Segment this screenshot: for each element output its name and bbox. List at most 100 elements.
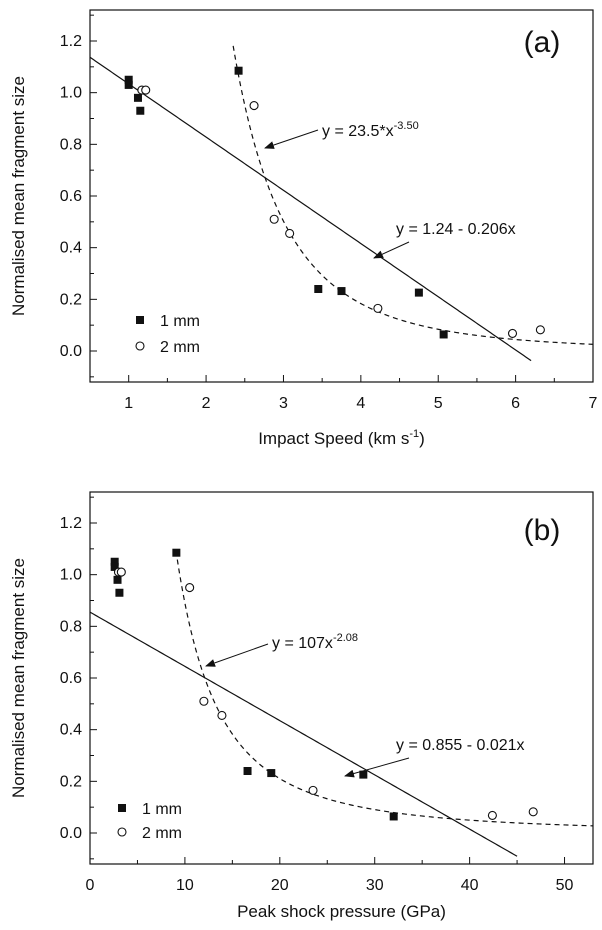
y-tick-label: 0.2 xyxy=(60,773,82,790)
panel-label: (b) xyxy=(524,514,561,547)
data-point-square xyxy=(414,288,423,297)
x-axis-label-text: Impact Speed (km s xyxy=(258,429,409,448)
x-axis-label: Impact Speed (km s-1) xyxy=(258,428,425,448)
data-point-square xyxy=(267,769,276,778)
x-tick-label: 5 xyxy=(434,395,443,412)
y-tick-label: 0.2 xyxy=(60,291,82,308)
data-point-circle xyxy=(535,325,545,335)
power-fit-curve xyxy=(232,45,593,345)
data-point-square xyxy=(243,767,252,775)
x-tick-label: 0 xyxy=(86,877,95,894)
y-tick-label: 1.2 xyxy=(60,33,82,50)
legend-square-marker xyxy=(136,316,144,324)
axis-ticks: 0 10 20 30 40 50 0.0 0.2 0.4 0.6 0.8 1.0 1.2 xyxy=(60,496,574,894)
data-point-circle xyxy=(487,810,497,820)
x-axis-label-superscript: -1 xyxy=(409,428,419,440)
x-tick-label: 20 xyxy=(271,877,289,894)
power-fit-label-base: y = 107x xyxy=(272,635,333,652)
marks-layer xyxy=(90,45,593,362)
y-tick-label: 0.0 xyxy=(60,825,82,842)
data-point-square xyxy=(172,548,181,557)
x-axis-label: Peak shock pressure (GPa) xyxy=(237,902,446,921)
data-point-square xyxy=(124,75,133,84)
data-point-square xyxy=(113,575,122,584)
y-tick-label: 0.4 xyxy=(60,722,82,739)
x-tick-label: 10 xyxy=(176,877,194,894)
x-tick-label: 3 xyxy=(279,395,288,412)
y-tick-label: 0.4 xyxy=(60,240,82,257)
legend-square-marker xyxy=(118,804,126,812)
data-point-circle xyxy=(199,696,209,706)
linear-fit-arrow xyxy=(344,757,410,778)
data-point-circle xyxy=(249,101,259,111)
x-tick-label: 1 xyxy=(124,395,133,412)
data-point-circle xyxy=(373,303,383,313)
legend: 1 mm 2 mm xyxy=(117,801,182,842)
legend-label-1mm: 1 mm xyxy=(160,313,200,330)
x-tick-label: 50 xyxy=(556,877,574,894)
power-fit-label-exponent: -2.08 xyxy=(333,632,358,644)
y-tick-label: 1.0 xyxy=(60,85,82,102)
y-tick-label: 0.0 xyxy=(60,343,82,360)
y-axis-label: Normalised mean fragment size xyxy=(9,76,28,316)
legend-label-2mm: 2 mm xyxy=(160,339,200,356)
data-point-circle xyxy=(217,710,227,721)
y-tick-label: 0.8 xyxy=(60,136,82,153)
marks-layer xyxy=(90,548,593,857)
x-axis-label-tail: ) xyxy=(419,429,425,448)
data-point-square xyxy=(439,330,448,339)
data-point-square xyxy=(110,557,119,566)
y-tick-label: 1.0 xyxy=(60,567,82,584)
linear-fit-label: y = 0.855 - 0.021x xyxy=(396,737,525,754)
power-fit-label: y = 107x-2.08 xyxy=(272,632,358,652)
power-fit-label-base: y = 23.5*x xyxy=(322,123,394,140)
legend-label-2mm: 2 mm xyxy=(142,825,182,842)
linear-fit-arrow xyxy=(373,241,410,259)
x-tick-label: 2 xyxy=(202,395,211,412)
legend-label-1mm: 1 mm xyxy=(142,801,182,818)
data-point-circle xyxy=(528,807,538,817)
linear-fit-line xyxy=(90,56,532,362)
x-tick-label: 40 xyxy=(461,877,479,894)
linear-fit-label: y = 1.24 - 0.206x xyxy=(396,221,516,238)
y-axis-label: Normalised mean fragment size xyxy=(9,558,28,798)
data-point-square xyxy=(115,588,124,597)
chart-panel-a: 1 2 3 4 5 6 7 0.0 0.2 0.4 0.6 0.8 1.0 1.2 (a) Impact … xyxy=(9,9,598,448)
x-tick-label: 7 xyxy=(589,395,598,412)
data-point-square xyxy=(110,562,119,571)
legend-circle-marker xyxy=(117,827,127,837)
data-point-circle xyxy=(308,785,318,795)
data-point-square xyxy=(337,287,346,296)
linear-fit-line xyxy=(90,611,518,857)
data-point-circle xyxy=(285,228,295,239)
y-tick-label: 0.6 xyxy=(60,188,82,205)
data-point-square xyxy=(133,93,142,102)
legend-circle-marker xyxy=(135,341,145,351)
data-point-square xyxy=(136,106,145,115)
y-tick-label: 1.2 xyxy=(60,515,82,532)
data-point-square xyxy=(359,770,368,779)
chart-panel-b: 0 10 20 30 40 50 0.0 0.2 0.4 0.6 0.8 1.0 1.2 (b) Pea… xyxy=(9,491,594,921)
x-tick-label: 4 xyxy=(356,395,365,412)
power-fit-label-exponent: -3.50 xyxy=(394,120,419,132)
x-tick-label: 30 xyxy=(366,877,384,894)
data-point-square xyxy=(389,812,398,821)
x-tick-label: 6 xyxy=(511,395,520,412)
axis-ticks: 1 2 3 4 5 6 7 0.0 0.2 0.4 0.6 0.8 1.0 1.2 xyxy=(60,14,598,412)
legend: 1 mm 2 mm xyxy=(135,313,200,356)
power-fit-curve xyxy=(176,559,593,827)
data-point-circle xyxy=(269,214,279,224)
panel-label: (a) xyxy=(524,26,561,59)
power-fit-label: y = 23.5*x-3.50 xyxy=(322,120,419,140)
data-point-square xyxy=(314,285,323,293)
data-point-circle xyxy=(141,85,151,95)
y-tick-label: 0.8 xyxy=(60,618,82,635)
y-tick-label: 0.6 xyxy=(60,670,82,687)
data-point-circle xyxy=(507,328,518,338)
data-point-square xyxy=(124,80,133,89)
data-point-circle xyxy=(116,567,126,577)
data-point-circle xyxy=(185,583,195,593)
power-fit-arrow xyxy=(264,129,319,149)
data-point-square xyxy=(234,66,243,75)
